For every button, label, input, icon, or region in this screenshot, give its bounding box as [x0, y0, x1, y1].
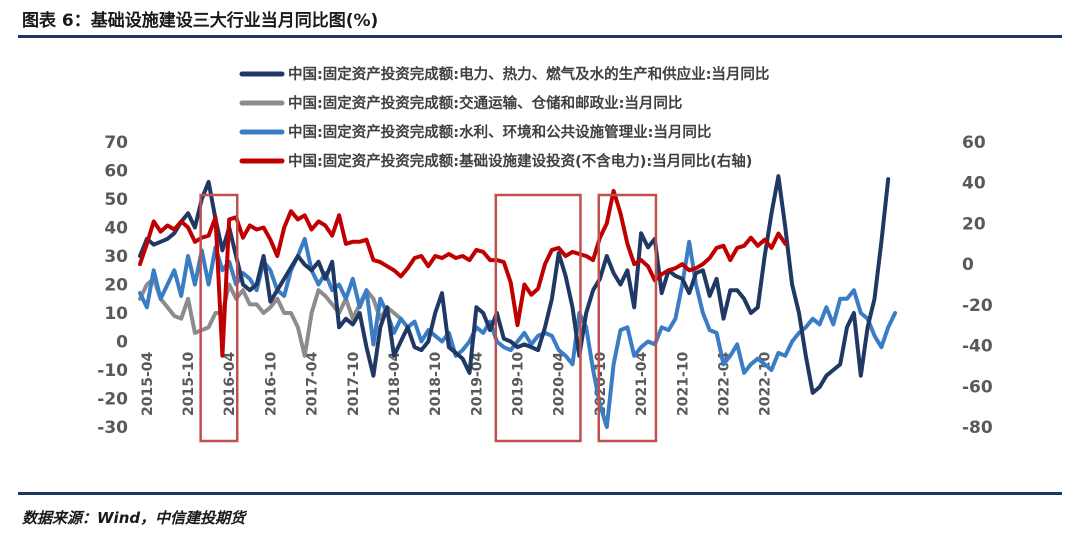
x-tick-label: 2019-10 [511, 351, 527, 416]
highlight-box [597, 193, 658, 443]
y-tick-label: 40 [104, 219, 128, 239]
y-tick-label: -10 [97, 361, 128, 381]
x-tick-label: 2016-04 [222, 351, 238, 416]
y-tick-label: 30 [104, 247, 128, 267]
highlight-box [199, 193, 239, 443]
header-rule [18, 35, 1062, 38]
y2-tick-label: -60 [962, 377, 993, 397]
legend-label: 中国:固定资产投资完成额:电力、热力、燃气及水的生产和供应业:当月同比 [288, 65, 769, 83]
x-tick-label: 2021-10 [675, 351, 691, 416]
x-tick-label: 2015-04 [140, 351, 156, 416]
x-tick-label: 2017-10 [346, 351, 362, 416]
y2-tick-label: -20 [962, 296, 993, 316]
y-tick-label: 60 [104, 162, 128, 182]
footer-rule [18, 492, 1062, 495]
y-tick-label: -30 [97, 418, 128, 438]
series-line-4 [138, 188, 788, 358]
x-tick-label: 2020-10 [593, 351, 609, 416]
y-tick-label: 10 [104, 304, 128, 324]
x-tick-label: 2021-04 [634, 351, 650, 416]
y2-tick-label: 60 [962, 133, 986, 153]
y2-tick-label: 40 [962, 174, 986, 194]
source-note: 数据来源：Wind，中信建投期货 [22, 509, 246, 527]
x-tick-label: 2018-04 [387, 351, 403, 416]
figure-title: 图表 6：基础设施建设三大行业当月同比图(%) [22, 11, 379, 31]
series-line-1 [138, 174, 891, 395]
y-tick-label: 50 [104, 190, 128, 210]
series-line-2 [138, 276, 403, 358]
y2-tick-label: 0 [962, 255, 974, 275]
legend-label: 中国:固定资产投资完成额:水利、环境和公共设施管理业:当月同比 [288, 123, 711, 141]
x-tick-label: 2019-04 [469, 351, 485, 416]
y-tick-label: 70 [104, 133, 128, 153]
y2-tick-label: -40 [962, 337, 993, 357]
x-tick-label: 2015-10 [181, 351, 197, 416]
line-chart: 70 60 50 40 30 20 10 0 -10 -20 -30 60 40 20 0 -20 -40 -60… [97, 65, 993, 443]
x-tick-label: 2016-10 [263, 351, 279, 416]
legend-label: 中国:固定资产投资完成额:交通运输、仓储和邮政业:当月同比 [288, 94, 682, 112]
y-tick-label: 0 [116, 333, 128, 353]
y-tick-label: 20 [104, 276, 128, 296]
y2-tick-label: 20 [962, 214, 986, 234]
x-tick-label: 2017-04 [305, 351, 321, 416]
x-tick-label: 2020-04 [552, 351, 568, 416]
x-tick-label: 2018-10 [428, 351, 444, 416]
x-tick-label: 2022-04 [716, 351, 732, 416]
y2-tick-label: -80 [962, 418, 993, 438]
highlight-box [494, 193, 582, 443]
legend-label: 中国:固定资产投资完成额:基础设施建设投资(不含电力):当月同比(右轴) [288, 152, 752, 170]
y-tick-label: -20 [97, 390, 128, 410]
